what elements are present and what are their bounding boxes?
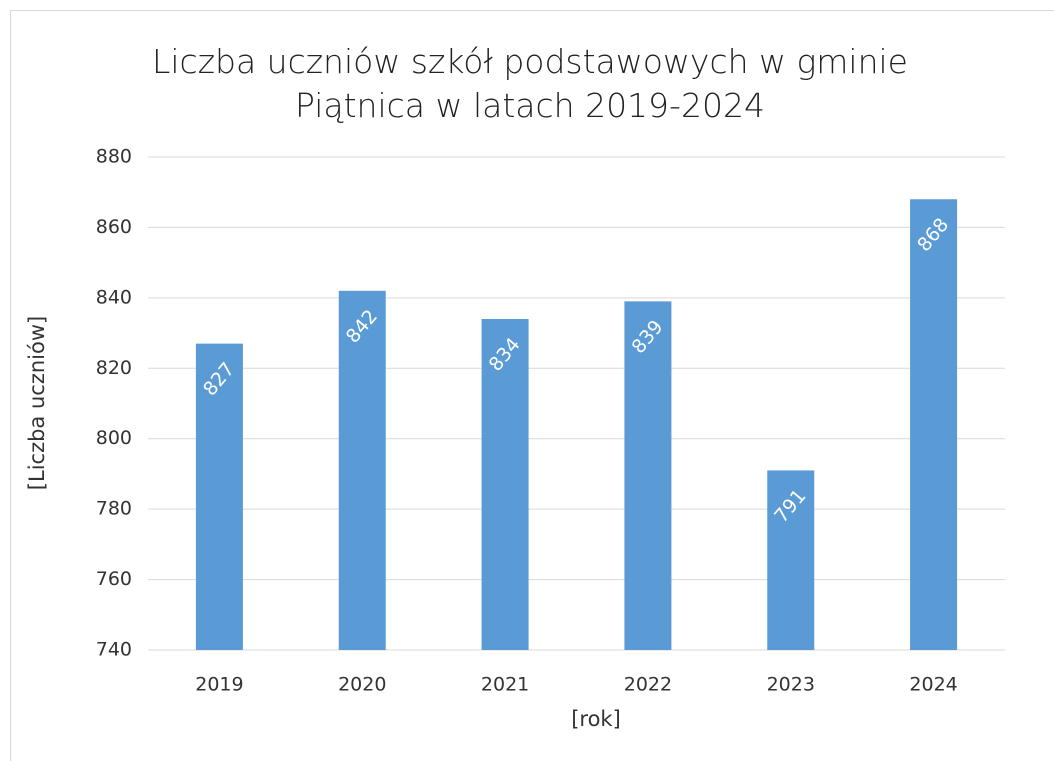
y-axis-label: [Liczba uczniów] — [25, 316, 49, 490]
y-tick-label: 780 — [96, 498, 132, 520]
bar — [195, 343, 243, 650]
x-tick-label: 2022 — [624, 674, 672, 696]
y-tick-label: 840 — [96, 286, 132, 308]
y-tick-label: 860 — [96, 216, 132, 238]
bar — [481, 318, 529, 650]
x-tick-label: 2019 — [195, 674, 243, 696]
x-tick-label: 2023 — [767, 674, 815, 696]
y-tick-label: 760 — [96, 568, 132, 590]
bar — [338, 290, 386, 650]
chart-frame — [10, 10, 1054, 761]
bar — [910, 199, 958, 650]
x-tick-label: 2021 — [481, 674, 529, 696]
x-axis-label: [rok] — [571, 707, 621, 731]
bar — [624, 301, 672, 650]
y-tick-label: 820 — [96, 357, 132, 379]
y-tick-label: 740 — [96, 639, 132, 661]
x-tick-label: 2024 — [909, 674, 957, 696]
bar — [767, 470, 815, 650]
x-tick-label: 2020 — [338, 674, 386, 696]
chart-title: Liczba uczniów szkół podstawowych w gmin… — [152, 42, 908, 125]
y-tick-label: 800 — [96, 427, 132, 449]
y-tick-label: 880 — [96, 146, 132, 168]
